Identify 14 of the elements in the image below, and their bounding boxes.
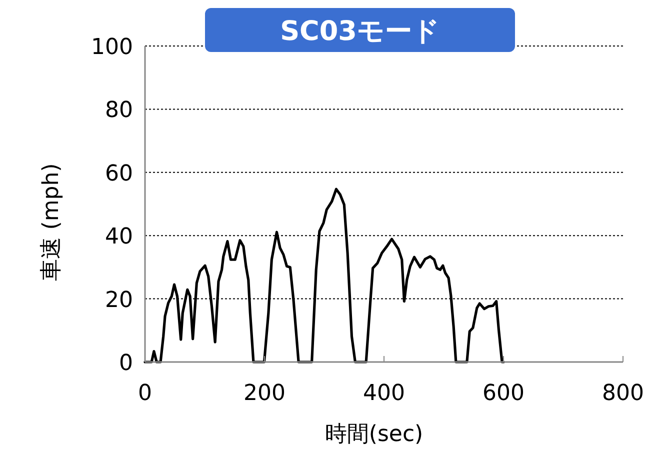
x-axis-title: 時間(sec) (324, 422, 424, 447)
y-tick-label: 60 (105, 161, 133, 186)
y-tick-label: 100 (91, 35, 133, 60)
y-tick-label: 20 (105, 288, 133, 313)
x-tick-label: 600 (482, 381, 524, 406)
y-axis-title: 車速 (mph) (39, 163, 64, 281)
y-tick-label: 0 (119, 351, 133, 376)
chart-title: SC03モード (280, 16, 440, 47)
x-tick-label: 400 (363, 381, 405, 406)
x-tick-label: 800 (602, 381, 644, 406)
y-tick-label: 80 (105, 98, 133, 124)
y-tick-label: 40 (105, 224, 133, 250)
x-tick-label: 200 (244, 381, 286, 406)
x-tick-label: 0 (138, 381, 152, 406)
